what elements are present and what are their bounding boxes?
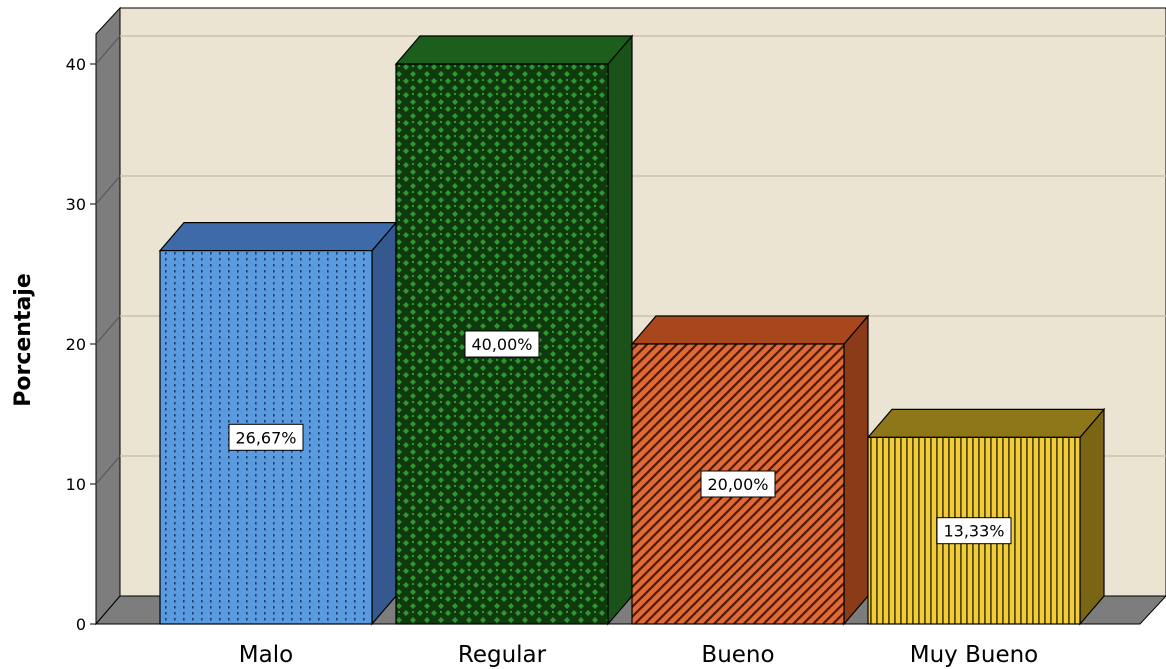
- bar-top-face: [866, 408, 1106, 438]
- bar-side-face: [843, 314, 869, 626]
- y-tick-label: 0: [76, 615, 86, 634]
- y-tick-label: 30: [66, 195, 86, 214]
- gridline-side: [95, 455, 121, 485]
- data-label-box: [228, 423, 304, 451]
- x-category-label: Muy Bueno: [910, 642, 1039, 668]
- data-label-box: [700, 470, 776, 498]
- y-tick-label: 20: [66, 335, 86, 354]
- bar-top-face: [394, 35, 634, 65]
- data-label: 20,00%: [707, 475, 768, 494]
- y-axis-title: Porcentaje: [11, 273, 36, 407]
- data-label: 13,33%: [943, 522, 1004, 541]
- gridline-side: [95, 35, 121, 65]
- y-tick-label: 10: [66, 475, 86, 494]
- x-axis-labels: Malo Regular Bueno Muy Bueno: [239, 642, 1038, 668]
- data-label: 26,67%: [235, 428, 296, 447]
- gridlines: [95, 35, 1166, 485]
- bar-malo: 26,67%: [158, 220, 398, 626]
- x-category-label: Malo: [239, 642, 293, 668]
- data-label-box: [464, 330, 540, 358]
- bar-bueno: 20,00%: [630, 314, 870, 626]
- bar-top-face: [158, 222, 398, 252]
- x-category-label: Regular: [458, 642, 547, 668]
- bars: 26,67% 40,00% 20,00% 13,33%: [158, 34, 1106, 626]
- bar-side-face: [371, 220, 397, 626]
- left-wall: [95, 6, 121, 626]
- y-tick-label: 40: [66, 55, 86, 74]
- data-label-box: [936, 517, 1012, 545]
- x-category-label: Bueno: [701, 642, 774, 668]
- bar-side-face: [607, 34, 633, 626]
- bar-top-face: [630, 315, 870, 345]
- data-label: 40,00%: [471, 335, 532, 354]
- bar-side-face: [1079, 407, 1105, 626]
- y-axis-ticks: 0 10 20 30 40: [66, 55, 96, 634]
- gridline-side: [95, 175, 121, 205]
- gridline-side: [95, 315, 121, 345]
- bar-muy-bueno: 13,33%: [866, 407, 1106, 626]
- bar-regular: 40,00%: [394, 34, 634, 626]
